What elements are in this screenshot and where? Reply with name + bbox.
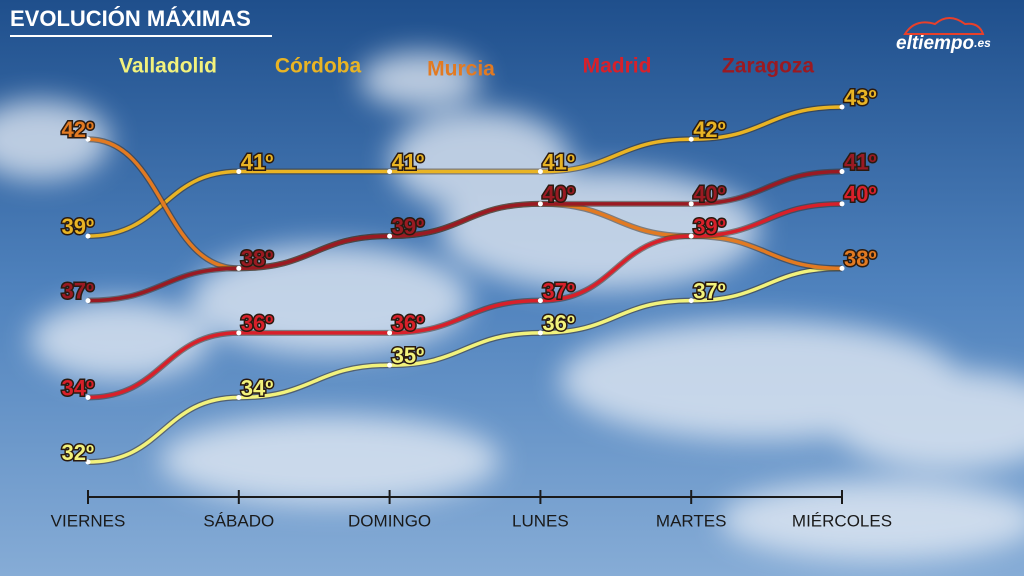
point xyxy=(688,136,694,142)
point xyxy=(236,394,242,400)
value-label: 40º xyxy=(693,182,726,207)
point xyxy=(537,298,543,304)
value-label: 34º xyxy=(61,375,94,400)
point xyxy=(537,330,543,336)
point xyxy=(387,330,393,336)
value-label: 36º xyxy=(241,311,274,336)
point xyxy=(839,169,845,175)
x-tick-label: SÁBADO xyxy=(203,511,274,530)
value-label: 38º xyxy=(241,246,274,271)
value-label: 41º xyxy=(542,149,575,174)
point xyxy=(85,459,91,465)
value-label: 36º xyxy=(542,311,575,336)
point xyxy=(839,104,845,110)
value-label: 39º xyxy=(693,214,726,239)
series-line xyxy=(87,169,843,303)
legend-entry: Madrid xyxy=(583,55,652,78)
series-line xyxy=(87,105,843,238)
point xyxy=(387,362,393,368)
x-tick-label: DOMINGO xyxy=(348,511,431,530)
legend-entry: Córdoba xyxy=(275,55,362,78)
value-label: 35º xyxy=(392,343,425,368)
point xyxy=(85,136,91,142)
legend-entry: Murcia xyxy=(427,58,495,81)
clouds xyxy=(0,52,1024,560)
series-line xyxy=(87,266,843,464)
point xyxy=(85,394,91,400)
x-tick-label: MIÉRCOLES xyxy=(792,511,892,530)
point xyxy=(236,330,242,336)
point xyxy=(839,201,845,207)
point xyxy=(85,233,91,239)
title: EVOLUCIÓN MÁXIMAS xyxy=(10,6,251,31)
point xyxy=(387,169,393,175)
legend-entry: Zaragoza xyxy=(722,55,815,78)
point xyxy=(236,169,242,175)
point xyxy=(537,201,543,207)
x-tick-label: MARTES xyxy=(656,511,727,530)
value-label: 39º xyxy=(392,214,425,239)
x-axis: VIERNES SÁBADO DOMINGO LUNES MARTES MIÉRCOLES xyxy=(51,490,892,530)
value-label: 40º xyxy=(844,182,877,207)
value-label: 41º xyxy=(844,149,877,174)
legend-entry: Valladolid xyxy=(119,55,217,78)
point xyxy=(387,233,393,239)
value-label: 40º xyxy=(542,182,575,207)
point xyxy=(839,265,845,271)
value-label: 43º xyxy=(844,85,877,110)
point xyxy=(688,233,694,239)
value-label: 34º xyxy=(241,375,274,400)
logo-text: eltiempo.es xyxy=(896,33,991,54)
value-label: 37º xyxy=(693,278,726,303)
value-label: 42º xyxy=(693,117,726,142)
value-label: 39º xyxy=(61,214,94,239)
value-label: 37º xyxy=(542,278,575,303)
x-tick-label: LUNES xyxy=(512,511,569,530)
x-tick-label: VIERNES xyxy=(51,511,126,530)
value-label: 38º xyxy=(844,246,877,271)
value-label: 32º xyxy=(61,440,94,465)
point xyxy=(688,298,694,304)
value-label: 41º xyxy=(392,149,425,174)
point xyxy=(236,265,242,271)
value-label: 41º xyxy=(241,149,274,174)
value-label: 42º xyxy=(61,117,94,142)
value-label: 37º xyxy=(61,278,94,303)
value-label: 36º xyxy=(392,311,425,336)
point xyxy=(688,201,694,207)
series-line xyxy=(87,202,843,400)
point xyxy=(537,169,543,175)
logo: eltiempo.es xyxy=(896,17,991,54)
point xyxy=(85,298,91,304)
